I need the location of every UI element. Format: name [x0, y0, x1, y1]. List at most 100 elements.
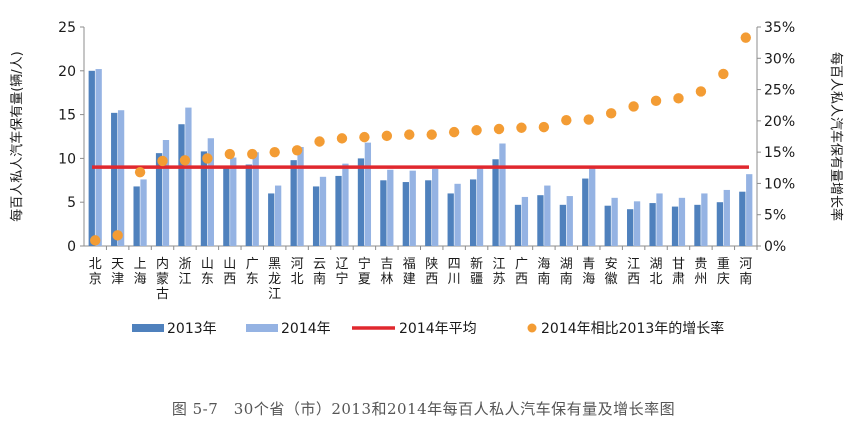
bar-2013 — [380, 180, 387, 246]
legend-label-growth: 2014年相比2013年的增长率 — [541, 320, 724, 337]
bar-2013 — [559, 204, 567, 246]
x-tick-label: 山西 — [223, 257, 236, 287]
bar-2013 — [357, 158, 365, 246]
x-tick-label: 福建 — [403, 257, 416, 287]
bar-2013 — [604, 205, 611, 246]
growth-rate-point — [740, 32, 751, 43]
bar-2013 — [469, 179, 477, 246]
x-tick-label: 新疆 — [470, 256, 483, 287]
bar-2014 — [746, 174, 753, 246]
right-tick-label: 0% — [764, 239, 786, 255]
x-tick-label: 陕西 — [425, 257, 438, 287]
bar-2014 — [566, 196, 573, 246]
growth-rate-point — [516, 122, 527, 133]
bar-2014 — [611, 197, 618, 246]
bar-2014 — [185, 107, 192, 246]
x-tick-label: 甘肃 — [672, 257, 685, 287]
bar-2013 — [425, 180, 432, 246]
bar-2014 — [589, 167, 596, 246]
bar-2013 — [133, 186, 140, 246]
bar-2013 — [245, 164, 252, 246]
right-tick-label: 5% — [764, 208, 786, 224]
legend-label-average: 2014年平均 — [399, 321, 477, 337]
bar-2013 — [694, 204, 701, 246]
bar-2013 — [447, 193, 454, 246]
growth-rate-point — [605, 108, 617, 119]
growth-rate-point — [224, 148, 236, 160]
x-tick-label: 内蒙古 — [156, 256, 169, 302]
x-tick-label: 河南 — [739, 257, 752, 287]
bar-2013 — [111, 112, 118, 247]
bar-2014 — [723, 189, 730, 246]
bar-2014 — [364, 142, 372, 246]
bar-2013 — [178, 124, 185, 246]
bar-2013 — [155, 153, 163, 246]
chart: 0 5 10 15 20 25 0% 5% 10% 15% 20% 25% 30% 35% 每百人私人汽车保… — [9, 20, 844, 337]
right-axis-title: 每百人私人汽车保有量增长率 — [828, 52, 844, 221]
left-tick-label: 0 — [67, 239, 76, 255]
growth-rate-point — [538, 121, 550, 133]
bar-2014 — [117, 110, 125, 246]
x-tick-label: 浙江 — [178, 257, 191, 287]
bar-2013 — [290, 160, 297, 246]
right-tick-label: 25% — [764, 83, 795, 99]
legend-swatch-growth — [527, 323, 537, 333]
left-tick-label: 5 — [67, 195, 76, 211]
bar-2014 — [409, 170, 416, 246]
bar-2014 — [656, 193, 663, 246]
bar-2014 — [678, 197, 686, 246]
bar-2013 — [514, 204, 522, 246]
bar-2014 — [319, 176, 327, 246]
figure-caption: 图 5-7 30个省（市）2013和2014年每百人私人汽车保有量及增长率图 — [171, 400, 676, 418]
x-tick-label: 河北 — [291, 257, 304, 287]
bar-2013 — [739, 191, 746, 246]
right-tick-label: 20% — [764, 114, 795, 130]
x-tick-label: 云南 — [313, 257, 326, 287]
growth-rate-point — [134, 166, 146, 178]
growth-rate-point — [448, 126, 460, 138]
x-tick-label: 重庆 — [717, 256, 730, 287]
bar-2014 — [162, 140, 170, 246]
growth-rate-point — [404, 129, 415, 140]
growth-rate-point — [718, 68, 729, 80]
bar-2014 — [297, 147, 304, 246]
growth-rate-point — [112, 230, 123, 241]
x-tick-label: 湖北 — [650, 257, 663, 287]
growth-rate-point — [202, 153, 213, 164]
left-axis-title: 每百人私人汽车保有量(辆/人) — [9, 51, 25, 222]
growth-rate-point — [628, 101, 639, 112]
growth-rate-point — [359, 131, 370, 143]
bar-2014 — [476, 167, 484, 246]
bar-2013 — [200, 151, 208, 246]
bar-2014 — [499, 143, 506, 246]
x-tick-label: 北京 — [89, 257, 102, 287]
legend-label-2014: 2014年 — [281, 321, 331, 337]
bar-2013 — [582, 178, 589, 246]
bar-2014 — [521, 196, 529, 246]
bar-2013 — [335, 175, 342, 246]
bar-2013 — [492, 159, 499, 246]
right-tick-label: 35% — [764, 20, 795, 36]
x-tick-label: 黑龙江 — [268, 257, 281, 302]
growth-rate-point — [90, 235, 101, 246]
growth-rate-point — [583, 114, 594, 125]
left-tick-label: 20 — [58, 64, 76, 80]
bar-2014 — [454, 183, 461, 246]
bar-2014 — [140, 179, 147, 246]
bar-2014 — [230, 157, 237, 246]
bar-2014 — [701, 193, 708, 246]
bar-2013 — [268, 193, 275, 246]
bar-2014 — [432, 168, 439, 246]
growth-rate-point — [471, 125, 482, 136]
bar-2014 — [274, 185, 282, 246]
growth-rate-point — [695, 86, 707, 97]
growth-rate-point — [179, 155, 191, 166]
growth-rate-point — [336, 133, 348, 144]
bar-2013 — [88, 70, 95, 246]
x-tick-label: 安徽 — [605, 257, 618, 287]
growth-rate-point — [291, 145, 303, 156]
growth-rate-point — [673, 93, 684, 104]
bar-2013 — [537, 195, 544, 246]
legend-swatch-2013 — [132, 324, 164, 332]
growth-rate-point — [493, 123, 505, 135]
